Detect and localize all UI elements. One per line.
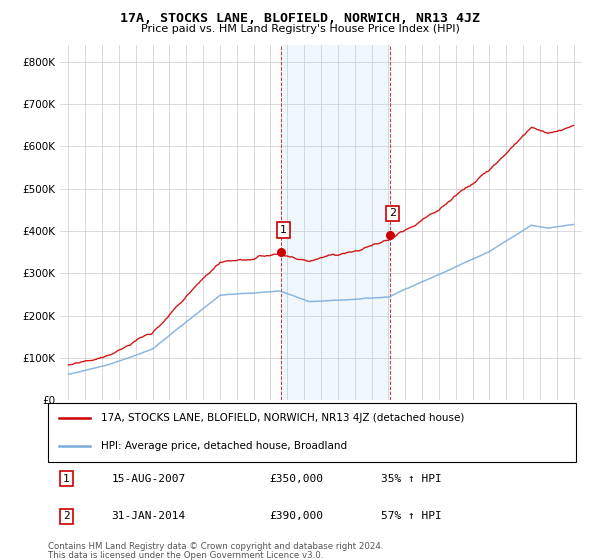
Bar bbox=[281, 45, 390, 400]
Text: £350,000: £350,000 bbox=[270, 474, 324, 484]
Text: 2: 2 bbox=[389, 208, 396, 218]
Text: 31-JAN-2014: 31-JAN-2014 bbox=[112, 511, 185, 521]
Text: 1: 1 bbox=[63, 474, 70, 484]
Text: This data is licensed under the Open Government Licence v3.0.: This data is licensed under the Open Gov… bbox=[48, 551, 323, 560]
Text: 1: 1 bbox=[280, 225, 287, 235]
Text: £390,000: £390,000 bbox=[270, 511, 324, 521]
Text: 17A, STOCKS LANE, BLOFIELD, NORWICH, NR13 4JZ (detached house): 17A, STOCKS LANE, BLOFIELD, NORWICH, NR1… bbox=[101, 413, 464, 423]
Text: 57% ↑ HPI: 57% ↑ HPI bbox=[380, 511, 442, 521]
Text: 2: 2 bbox=[63, 511, 70, 521]
Text: 35% ↑ HPI: 35% ↑ HPI bbox=[380, 474, 442, 484]
Text: 17A, STOCKS LANE, BLOFIELD, NORWICH, NR13 4JZ: 17A, STOCKS LANE, BLOFIELD, NORWICH, NR1… bbox=[120, 12, 480, 25]
Text: Contains HM Land Registry data © Crown copyright and database right 2024.: Contains HM Land Registry data © Crown c… bbox=[48, 542, 383, 550]
Text: 15-AUG-2007: 15-AUG-2007 bbox=[112, 474, 185, 484]
Text: HPI: Average price, detached house, Broadland: HPI: Average price, detached house, Broa… bbox=[101, 441, 347, 451]
FancyBboxPatch shape bbox=[48, 403, 576, 462]
Text: Price paid vs. HM Land Registry's House Price Index (HPI): Price paid vs. HM Land Registry's House … bbox=[140, 24, 460, 34]
